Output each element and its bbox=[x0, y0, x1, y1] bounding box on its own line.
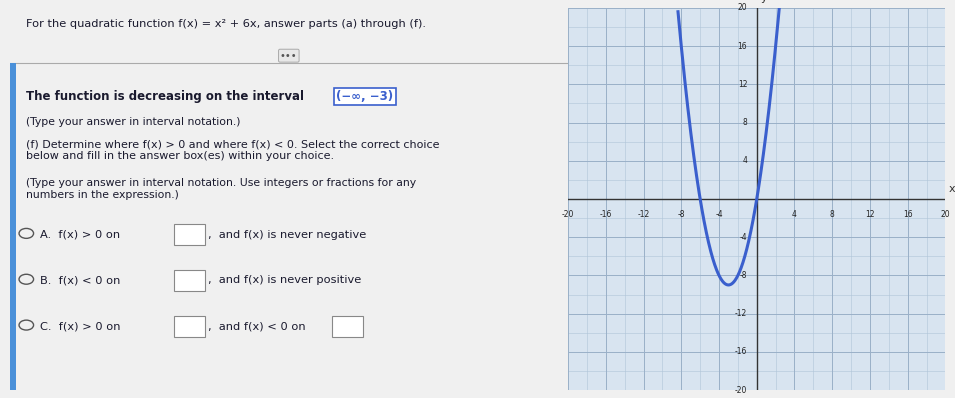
Text: ,  and f(x) < 0 on: , and f(x) < 0 on bbox=[208, 321, 306, 331]
Text: -16: -16 bbox=[600, 211, 612, 219]
Text: -20: -20 bbox=[562, 211, 574, 219]
FancyBboxPatch shape bbox=[175, 224, 205, 245]
Text: •••: ••• bbox=[280, 51, 298, 60]
Text: x: x bbox=[948, 184, 955, 194]
Text: (Type your answer in interval notation. Use integers or fractions for any
number: (Type your answer in interval notation. … bbox=[27, 178, 416, 199]
Text: -4: -4 bbox=[740, 233, 748, 242]
Text: -20: -20 bbox=[735, 386, 748, 394]
Text: 20: 20 bbox=[737, 4, 748, 12]
Bar bbox=[10, 63, 16, 390]
Text: -16: -16 bbox=[735, 347, 748, 356]
FancyBboxPatch shape bbox=[332, 316, 363, 337]
Text: A.  f(x) > 0 on: A. f(x) > 0 on bbox=[40, 230, 120, 240]
Text: 8: 8 bbox=[830, 211, 835, 219]
Text: 4: 4 bbox=[742, 156, 748, 165]
Text: (f) Determine where f(x) > 0 and where f(x) < 0. Select the correct choice
below: (f) Determine where f(x) > 0 and where f… bbox=[27, 140, 440, 161]
FancyBboxPatch shape bbox=[175, 270, 205, 291]
Text: -4: -4 bbox=[715, 211, 723, 219]
Text: -8: -8 bbox=[740, 271, 748, 280]
Text: y: y bbox=[760, 0, 767, 3]
Text: B.  f(x) < 0 on: B. f(x) < 0 on bbox=[40, 275, 120, 285]
Text: 8: 8 bbox=[743, 118, 748, 127]
Text: -12: -12 bbox=[637, 211, 649, 219]
Text: 16: 16 bbox=[737, 42, 748, 51]
Text: ,  and f(x) is never positive: , and f(x) is never positive bbox=[208, 275, 362, 285]
Text: (−∞, −3): (−∞, −3) bbox=[336, 90, 393, 103]
Text: 20: 20 bbox=[941, 211, 950, 219]
Text: 12: 12 bbox=[865, 211, 875, 219]
Text: 12: 12 bbox=[738, 80, 748, 89]
Text: 4: 4 bbox=[792, 211, 796, 219]
Text: (Type your answer in interval notation.): (Type your answer in interval notation.) bbox=[27, 117, 241, 127]
Text: 16: 16 bbox=[902, 211, 913, 219]
Text: -12: -12 bbox=[735, 309, 748, 318]
Text: ,  and f(x) is never negative: , and f(x) is never negative bbox=[208, 230, 367, 240]
FancyBboxPatch shape bbox=[175, 316, 205, 337]
Text: C.  f(x) > 0 on: C. f(x) > 0 on bbox=[40, 321, 120, 331]
Text: For the quadratic function f(x) = x² + 6x, answer parts (a) through (f).: For the quadratic function f(x) = x² + 6… bbox=[27, 20, 426, 29]
Text: -8: -8 bbox=[677, 211, 685, 219]
Text: The function is decreasing on the interval: The function is decreasing on the interv… bbox=[27, 90, 305, 103]
